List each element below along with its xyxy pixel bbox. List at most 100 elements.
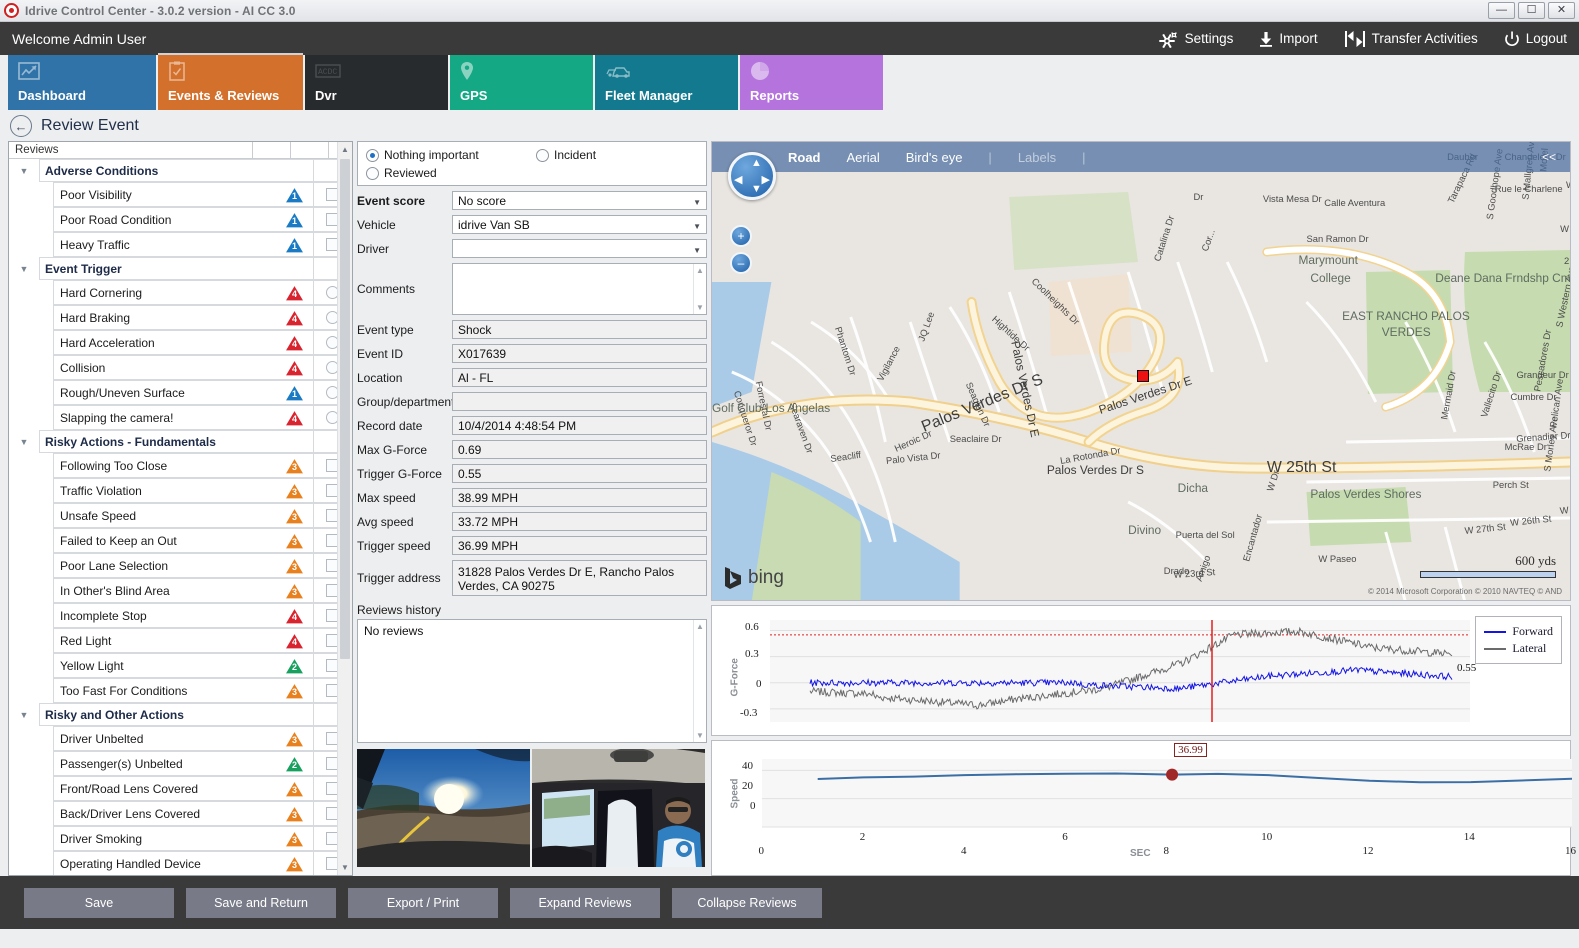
tab-gps[interactable]: GPS [450, 55, 593, 110]
group-twisty-icon[interactable]: ▼ [19, 165, 29, 176]
review-item-row[interactable]: Slapping the camera! 4 [9, 405, 352, 430]
save-and-return-button[interactable]: Save and Return [186, 887, 336, 918]
back-arrow-icon[interactable]: ← [10, 115, 32, 137]
row-indent [9, 578, 53, 603]
map-view-switcher[interactable]: Road Aerial Bird's eye | Labels | << [712, 142, 1570, 172]
group-twisty-icon[interactable]: ▼ [19, 709, 29, 720]
map-view-birds-eye[interactable]: Bird's eye [905, 149, 963, 165]
review-item-row[interactable]: Heavy Traffic 1 [9, 232, 352, 257]
logout-button[interactable]: Logout [1504, 31, 1567, 47]
pan-up-icon[interactable]: ▲ [751, 157, 762, 169]
expand-reviews-button[interactable]: Expand Reviews [510, 887, 660, 918]
map-view-aerial[interactable]: Aerial [846, 149, 880, 165]
reviews-history-scrollbar[interactable]: ▲ ▼ [693, 620, 706, 742]
map-collapse-button[interactable]: << [1541, 150, 1556, 164]
review-item-row[interactable]: Traffic Violation 3 [9, 478, 352, 503]
review-item-row[interactable]: Red Light 4 [9, 628, 352, 653]
review-item-row[interactable]: In Other's Blind Area 3 [9, 578, 352, 603]
collapse-reviews-button[interactable]: Collapse Reviews [672, 887, 822, 918]
review-item-label: Passenger(s) Unbelted [53, 751, 276, 776]
review-group-row[interactable]: ▼ Adverse Conditions [9, 159, 352, 182]
map-zoom-out-button[interactable]: – [730, 252, 752, 274]
import-button[interactable]: Import [1259, 31, 1318, 47]
review-item-row[interactable]: Poor Visibility 1 [9, 182, 352, 207]
status-incident[interactable]: Incident [536, 148, 596, 162]
review-item-row[interactable]: Poor Road Condition 1 [9, 207, 352, 232]
event-location-marker[interactable] [1137, 370, 1149, 382]
review-item-row[interactable]: Hard Acceleration 4 [9, 330, 352, 355]
review-item-label: Hard Braking [53, 305, 276, 330]
vehicle-select[interactable]: idrive Van SB ▼ [452, 215, 707, 234]
transfer-activities-button[interactable]: Transfer Activities [1344, 30, 1478, 47]
review-item-row[interactable]: Collision 4 [9, 355, 352, 380]
g-force-chart[interactable]: G-Force 0.6 0.3 0 -0.3 0.55 Forward Late… [711, 605, 1571, 736]
review-item-label: Collision [53, 355, 276, 380]
tab-fleet-manager[interactable]: Fleet Manager [595, 55, 738, 110]
review-item-row[interactable]: Back/Driver Lens Covered 3 [9, 801, 352, 826]
map-zoom-in-button[interactable]: + [730, 225, 752, 247]
review-group-row[interactable]: ▼ Risky Actions - Fundamentals [9, 430, 352, 453]
map-labels-toggle[interactable]: Labels [1017, 149, 1057, 165]
reviews-scrollbar[interactable]: ▲ ▼ [337, 142, 352, 875]
review-item-row[interactable]: Operating Handled Device 3 [9, 851, 352, 875]
scroll-up-icon[interactable]: ▲ [696, 622, 704, 631]
settings-button[interactable]: Settings [1158, 30, 1233, 48]
radio-incident-icon[interactable] [536, 148, 549, 162]
comments-scrollbar[interactable]: ▲ ▼ [693, 264, 706, 314]
review-item-row[interactable]: Poor Lane Selection 3 [9, 553, 352, 578]
group-twisty-icon[interactable]: ▼ [19, 436, 29, 447]
radio-nothing-important-icon[interactable] [366, 148, 379, 162]
save-button[interactable]: Save [24, 887, 174, 918]
review-item-row[interactable]: Following Too Close 3 [9, 453, 352, 478]
review-item-row[interactable]: Yellow Light 2 [9, 653, 352, 678]
driver-select[interactable]: ▼ [452, 239, 707, 258]
scroll-down-icon[interactable]: ▼ [696, 303, 704, 312]
scroll-thumb[interactable] [340, 159, 350, 659]
severity-value: 3 [291, 834, 297, 845]
map-view-road[interactable]: Road [788, 149, 821, 165]
reviews-grid-body[interactable]: ▼ Adverse Conditions Poor Visibility 1 Poor … [9, 159, 352, 875]
review-group-row[interactable]: ▼ Risky and Other Actions [9, 703, 352, 726]
radio-reviewed-icon[interactable] [366, 166, 379, 180]
pan-left-icon[interactable]: ◀ [734, 174, 743, 186]
tab-reports[interactable]: Reports [740, 55, 883, 110]
driver-camera-thumbnail[interactable] [532, 749, 705, 867]
status-reviewed[interactable]: Reviewed [366, 166, 536, 180]
pan-down-icon[interactable]: ▼ [751, 183, 762, 195]
scroll-down-icon[interactable]: ▼ [696, 731, 704, 740]
group-department-label: Group/department [357, 395, 455, 409]
close-button[interactable]: ✕ [1548, 2, 1575, 19]
review-item-row[interactable]: Too Fast For Conditions 3 [9, 678, 352, 703]
review-item-row[interactable]: Hard Braking 4 [9, 305, 352, 330]
review-item-row[interactable]: Driver Smoking 3 [9, 826, 352, 851]
tab-events-and-reviews[interactable]: Events & Reviews [158, 53, 303, 110]
review-item-row[interactable]: Front/Road Lens Covered 3 [9, 776, 352, 801]
scroll-down-icon[interactable]: ▼ [338, 860, 352, 875]
review-item-row[interactable]: Hard Cornering 4 [9, 280, 352, 305]
scroll-up-icon[interactable]: ▲ [338, 142, 352, 157]
export-print-button[interactable]: Export / Print [348, 887, 498, 918]
review-item-row[interactable]: Incomplete Stop 4 [9, 603, 352, 628]
event-score-select[interactable]: No score ▼ [452, 191, 707, 210]
pan-right-icon[interactable]: ▶ [761, 174, 770, 186]
review-item-row[interactable]: Rough/Uneven Surface 1 [9, 380, 352, 405]
maximize-button[interactable]: ☐ [1518, 2, 1545, 19]
scroll-up-icon[interactable]: ▲ [696, 266, 704, 275]
review-item-row[interactable]: Driver Unbelted 3 [9, 726, 352, 751]
review-item-label: Heavy Traffic [53, 232, 276, 257]
map-pan-control[interactable]: ▲ ▼ ◀ ▶ [728, 152, 776, 200]
review-group-row[interactable]: ▼ Event Trigger [9, 257, 352, 280]
event-map[interactable]: Conqueror Dr Forrestal Dr Searaven Dr Ph… [711, 141, 1571, 601]
road-camera-thumbnail[interactable] [357, 749, 530, 867]
group-twisty-icon[interactable]: ▼ [19, 263, 29, 274]
minimize-button[interactable]: ― [1488, 2, 1515, 19]
review-item-row[interactable]: Failed to Keep an Out 3 [9, 528, 352, 553]
review-item-row[interactable]: Unsafe Speed 3 [9, 503, 352, 528]
tab-dvr[interactable]: ACDC Dvr [305, 55, 448, 110]
comments-textarea[interactable]: ▲ ▼ [452, 263, 707, 315]
status-nothing-important[interactable]: Nothing important [366, 148, 536, 162]
field-avg-speed: Avg speed 33.72 MPH [357, 512, 707, 531]
speed-chart[interactable]: Speed 40 20 0 0 2 4 6 8 10 12 14 16 SEC 36.99 [711, 740, 1576, 876]
tab-dashboard[interactable]: Dashboard [8, 55, 156, 110]
review-item-row[interactable]: Passenger(s) Unbelted 2 [9, 751, 352, 776]
